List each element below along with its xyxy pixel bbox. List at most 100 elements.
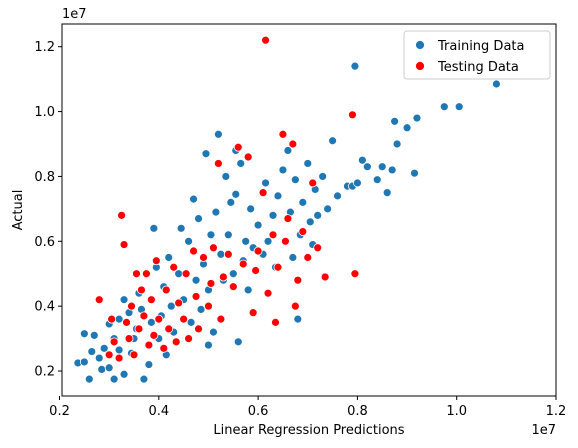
point-training-data-26: [149, 223, 159, 233]
y-tick-label: 0.8: [34, 170, 55, 185]
x-tick-label: 0.8: [347, 404, 368, 419]
point-training-data-22: [139, 374, 149, 384]
point-training-data-92: [353, 178, 362, 188]
point-training-data-36: [176, 223, 186, 233]
point-training-data-100: [392, 139, 402, 149]
point-training-data-59: [236, 159, 246, 168]
x-offset-text: 1e7: [531, 423, 556, 438]
point-testing-data-22: [161, 285, 171, 295]
point-training-data-94: [362, 162, 372, 172]
point-training-data-54: [223, 230, 233, 240]
point-testing-data-53: [273, 262, 283, 272]
point-testing-data-0: [94, 295, 104, 305]
y-offset-text: 1e7: [62, 7, 87, 22]
point-testing-data-49: [261, 35, 270, 45]
point-testing-data-20: [154, 314, 164, 324]
legend: Training Data Testing Data: [403, 30, 551, 80]
point-training-data-13: [114, 314, 124, 324]
y-tick-label: 0.4: [34, 300, 55, 315]
x-tick-label: 0.2: [49, 404, 70, 419]
axes-frame: [61, 23, 557, 397]
point-training-data-65: [253, 220, 263, 230]
point-training-data-7: [99, 343, 109, 353]
point-testing-data-30: [189, 246, 198, 256]
point-testing-data-21: [159, 343, 169, 353]
point-testing-data-8: [124, 334, 134, 343]
y-axis-label: Actual: [11, 190, 26, 231]
x-tick-label: 1.0: [446, 404, 467, 419]
point-testing-data-1: [104, 350, 114, 360]
point-testing-data-10: [129, 350, 139, 360]
point-testing-data-15: [141, 269, 151, 279]
point-training-data-3: [84, 374, 94, 384]
x-axis-label: Linear Regression Predictions: [213, 423, 404, 438]
point-training-data-49: [211, 207, 221, 217]
point-testing-data-24: [169, 262, 179, 272]
point-training-data-2: [87, 347, 97, 356]
point-training-data-85: [313, 210, 323, 220]
point-testing-data-26: [174, 298, 184, 308]
point-testing-data-16: [144, 340, 154, 350]
point-testing-data-48: [258, 188, 268, 198]
point-training-data-10: [104, 363, 114, 373]
point-testing-data-38: [216, 314, 226, 324]
legend-label-training: Training Data: [437, 39, 524, 54]
x-tick-label: 0.6: [248, 404, 269, 419]
point-testing-data-4: [114, 353, 124, 363]
point-training-data-24: [144, 360, 154, 369]
point-training-data-25: [146, 317, 156, 327]
point-training-data-93: [357, 155, 367, 165]
x-axis-ticks: 0.2 0.4 0.6 0.8 1.0 1.2: [49, 396, 566, 419]
point-training-data-107: [350, 61, 360, 71]
point-training-data-38: [184, 236, 194, 246]
point-testing-data-58: [290, 301, 300, 311]
point-testing-data-59: [293, 275, 303, 285]
point-training-data-6: [89, 330, 99, 340]
point-training-data-106: [492, 79, 501, 89]
point-training-data-58: [233, 337, 243, 347]
point-testing-data-33: [199, 253, 208, 262]
point-testing-data-31: [191, 292, 201, 301]
point-testing-data-55: [281, 236, 290, 246]
point-testing-data-13: [137, 285, 146, 295]
point-testing-data-7: [122, 317, 131, 327]
point-testing-data-2: [107, 314, 117, 324]
point-training-data-39: [186, 317, 196, 327]
point-training-data-68: [263, 236, 273, 246]
point-testing-data-35: [206, 279, 216, 288]
point-testing-data-47: [253, 246, 263, 256]
point-training-data-74: [283, 146, 293, 155]
point-training-data-53: [221, 172, 231, 181]
point-testing-data-54: [278, 129, 288, 139]
point-training-data-80: [298, 197, 308, 207]
legend-label-testing: Testing Data: [437, 60, 519, 75]
y-tick-label: 1.2: [34, 40, 55, 55]
point-testing-data-63: [313, 243, 323, 253]
point-testing-data-60: [298, 227, 308, 236]
point-training-data-81: [303, 159, 313, 168]
point-testing-data-43: [238, 259, 248, 269]
point-testing-data-52: [271, 317, 280, 327]
point-testing-data-45: [248, 308, 258, 318]
point-training-data-45: [201, 149, 211, 159]
point-testing-data-34: [204, 301, 213, 311]
point-testing-data-19: [151, 256, 161, 266]
point-training-data-108: [231, 189, 241, 199]
point-testing-data-41: [228, 282, 238, 292]
point-training-data-104: [439, 102, 449, 112]
point-testing-data-23: [164, 324, 174, 334]
point-testing-data-32: [194, 324, 203, 334]
point-training-data-41: [191, 275, 201, 285]
point-training-data-95: [372, 175, 382, 185]
point-training-data-48: [209, 327, 218, 337]
point-training-data-50: [213, 129, 223, 139]
point-testing-data-11: [132, 269, 141, 279]
point-training-data-72: [278, 165, 288, 175]
y-tick-label: 0.6: [34, 235, 55, 250]
point-training-data-62: [243, 285, 253, 295]
point-testing-data-66: [350, 269, 360, 279]
point-training-data-15: [114, 345, 124, 355]
x-tick-label: 1.2: [546, 404, 567, 419]
point-testing-data-14: [139, 311, 149, 321]
point-testing-data-64: [320, 272, 330, 282]
